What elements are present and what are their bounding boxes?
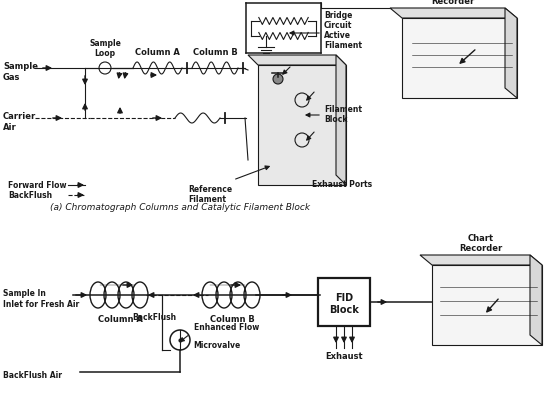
Text: Sample
Gas: Sample Gas (3, 62, 38, 82)
Text: Microvalve: Microvalve (193, 340, 240, 350)
Text: FID
Block: FID Block (329, 293, 359, 315)
Text: Chart
Recorder: Chart Recorder (460, 233, 502, 253)
Text: Filament
Block: Filament Block (324, 105, 362, 124)
Text: Sample In
Inlet for Fresh Air: Sample In Inlet for Fresh Air (3, 289, 79, 309)
Text: BackFlush: BackFlush (8, 190, 52, 200)
Bar (318, 278, 370, 326)
Polygon shape (336, 55, 346, 185)
Text: Enhanced Flow: Enhanced Flow (194, 323, 260, 332)
Text: Exhaust: Exhaust (325, 352, 363, 361)
Text: Sample
Loop: Sample Loop (89, 39, 121, 58)
Polygon shape (530, 255, 542, 345)
Text: BackFlush: BackFlush (132, 313, 176, 322)
Text: Forward Flow: Forward Flow (8, 180, 66, 190)
Text: Carrier
Air: Carrier Air (3, 112, 36, 132)
Polygon shape (402, 18, 517, 98)
Polygon shape (432, 265, 542, 345)
Polygon shape (248, 55, 346, 65)
Text: Column B: Column B (209, 315, 255, 324)
Text: Column B: Column B (193, 48, 237, 57)
Text: Column A: Column A (97, 315, 143, 324)
Polygon shape (505, 8, 517, 98)
Text: Column A: Column A (135, 48, 179, 57)
Text: (a) Chromatograph Columns and Catalytic Filament Block: (a) Chromatograph Columns and Catalytic … (50, 203, 310, 212)
Text: Chart
Recorder: Chart Recorder (431, 0, 475, 6)
Text: Reference
Filament: Reference Filament (188, 185, 232, 204)
Polygon shape (420, 255, 542, 265)
Polygon shape (390, 8, 517, 18)
Polygon shape (258, 65, 346, 185)
Text: Active
Filament: Active Filament (324, 31, 362, 50)
Text: BackFlush Air: BackFlush Air (3, 371, 62, 381)
Circle shape (170, 330, 190, 350)
Circle shape (273, 74, 283, 84)
Text: Bridge
Circuit: Bridge Circuit (324, 11, 353, 30)
Text: Exhaust Ports: Exhaust Ports (312, 180, 372, 189)
